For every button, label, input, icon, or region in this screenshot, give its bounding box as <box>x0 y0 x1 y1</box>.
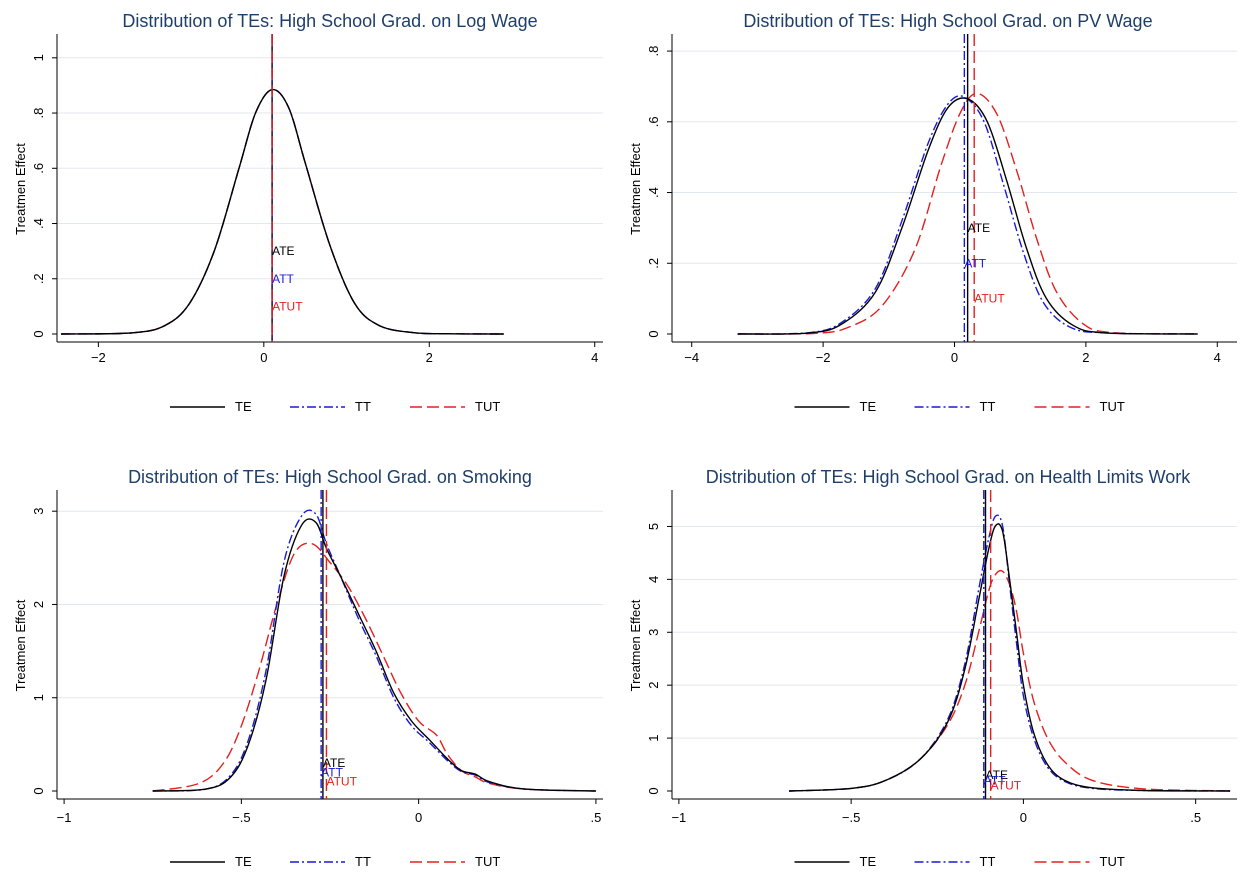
series-line-tt <box>789 514 1231 792</box>
legend-label-tut: TUT <box>1100 399 1125 414</box>
y-tick-label: .6 <box>31 163 46 174</box>
y-tick-label: .2 <box>31 273 46 284</box>
legend-label-tt: TT <box>980 854 996 869</box>
y-tick-label: 5 <box>646 523 661 530</box>
x-tick-label: −1 <box>671 810 686 825</box>
x-tick-label: 0 <box>1020 810 1027 825</box>
series-line-tut <box>737 92 1198 335</box>
chart-panel-4: Distribution of TEs: High School Grad. o… <box>628 467 1237 869</box>
x-tick-label: .5 <box>590 810 601 825</box>
annotation-ate: ATE <box>272 244 294 258</box>
series-line-tt <box>737 95 1198 335</box>
legend-label-te: TE <box>235 399 252 414</box>
legend-label-te: TE <box>860 854 877 869</box>
chart-title: Distribution of TEs: High School Grad. o… <box>128 467 532 487</box>
legend-label-tt: TT <box>355 854 371 869</box>
annotation-att: ATT <box>964 256 986 270</box>
chart-title: Distribution of TEs: High School Grad. o… <box>706 467 1192 487</box>
x-tick-label: −1 <box>57 810 72 825</box>
chart-panel-3: Distribution of TEs: High School Grad. o… <box>13 467 603 869</box>
chart-panel-1: Distribution of TEs: High School Grad. o… <box>13 11 603 414</box>
y-axis-label: Treatmen Effect <box>13 143 28 235</box>
y-tick-label: 2 <box>646 682 661 689</box>
annotation-att: ATT <box>984 773 1006 787</box>
chart-panel-2: Distribution of TEs: High School Grad. o… <box>628 11 1237 414</box>
x-tick-label: 4 <box>591 350 598 365</box>
series-line-tut <box>61 88 504 335</box>
y-tick-label: 1 <box>31 694 46 701</box>
series-line-tut <box>789 569 1231 792</box>
y-tick-label: 1 <box>646 734 661 741</box>
y-tick-label: 0 <box>646 787 661 794</box>
y-tick-label: .6 <box>646 116 661 127</box>
legend-label-tut: TUT <box>475 854 500 869</box>
x-tick-label: −2 <box>816 350 831 365</box>
legend-label-tt: TT <box>355 399 371 414</box>
y-tick-label: 3 <box>31 508 46 515</box>
y-tick-label: 4 <box>646 576 661 583</box>
legend: TE TT TUT <box>170 854 500 869</box>
y-tick-label: .8 <box>646 46 661 57</box>
annotation-ate: ATE <box>323 756 345 770</box>
series-line-tut <box>152 542 596 792</box>
y-tick-label: .2 <box>646 258 661 269</box>
x-tick-label: 0 <box>415 810 422 825</box>
y-tick-label: 2 <box>31 601 46 608</box>
x-tick-label: 0 <box>260 350 267 365</box>
annotation-att: ATT <box>321 765 343 779</box>
x-tick-label: −4 <box>684 350 699 365</box>
y-axis-label: Treatmen Effect <box>13 599 28 691</box>
x-tick-label: −2 <box>91 350 106 365</box>
legend-label-tut: TUT <box>1100 854 1125 869</box>
x-tick-label: 0 <box>951 350 958 365</box>
annotation-att: ATT <box>272 272 294 286</box>
x-tick-label: 2 <box>1082 350 1089 365</box>
series-line-te <box>789 523 1231 792</box>
series-line-tt <box>152 509 596 792</box>
x-tick-label: .5 <box>1190 810 1201 825</box>
annotation-atut: ATUT <box>326 775 357 789</box>
annotation-ate: ATE <box>986 768 1008 782</box>
annotation-atut: ATUT <box>272 299 303 313</box>
series-line-te <box>61 88 504 335</box>
legend-label-te: TE <box>860 399 877 414</box>
chart-title: Distribution of TEs: High School Grad. o… <box>122 11 537 31</box>
y-tick-label: 1 <box>31 54 46 61</box>
y-tick-label: 0 <box>31 330 46 337</box>
series-line-tt <box>61 88 504 335</box>
y-axis-label: Treatmen Effect <box>628 599 643 691</box>
y-tick-label: .4 <box>646 187 661 198</box>
annotation-atut: ATUT <box>974 292 1005 306</box>
legend: TE TT TUT <box>794 854 1125 869</box>
legend: TE TT TUT <box>170 399 500 414</box>
y-tick-label: 0 <box>31 787 46 794</box>
x-tick-label: 4 <box>1214 350 1221 365</box>
y-tick-label: 3 <box>646 629 661 636</box>
y-tick-label: .4 <box>31 218 46 229</box>
legend-label-tut: TUT <box>475 399 500 414</box>
legend-label-tt: TT <box>980 399 996 414</box>
x-tick-label: −.5 <box>842 810 860 825</box>
x-tick-label: −.5 <box>232 810 250 825</box>
legend: TE TT TUT <box>794 399 1125 414</box>
legend-label-te: TE <box>235 854 252 869</box>
y-axis-label: Treatmen Effect <box>628 143 643 235</box>
y-tick-label: .8 <box>31 108 46 119</box>
chart-title: Distribution of TEs: High School Grad. o… <box>743 11 1152 31</box>
annotation-ate: ATE <box>968 221 990 235</box>
annotation-atut: ATUT <box>991 779 1022 793</box>
x-tick-label: 2 <box>426 350 433 365</box>
y-tick-label: 0 <box>646 330 661 337</box>
series-line-te <box>152 518 596 792</box>
